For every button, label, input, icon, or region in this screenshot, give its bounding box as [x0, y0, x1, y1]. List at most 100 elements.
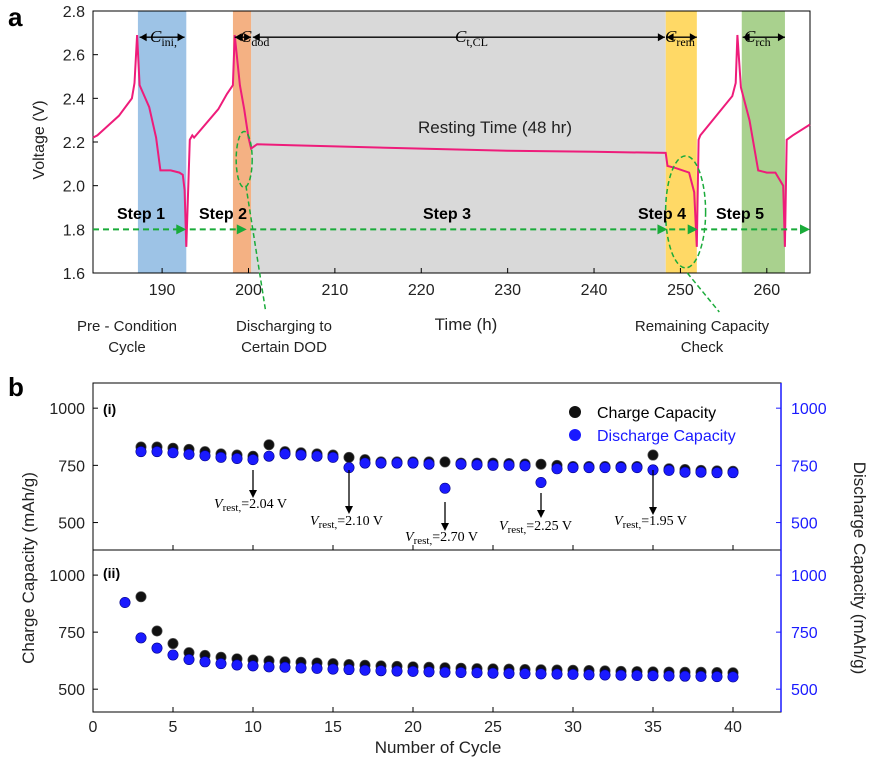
vrest-arrowhead-4 — [537, 510, 545, 518]
c-dod-span-arrow-head-right — [244, 33, 252, 42]
discharge-point-ii — [183, 654, 195, 666]
panel-b-ytick-label-left-upper: 1000 — [49, 401, 85, 418]
panel-a-xtick-label: 210 — [322, 282, 349, 299]
discharge-point-ii — [119, 596, 131, 608]
discharge-point-i — [391, 457, 403, 469]
panel-b-xtick-label: 40 — [724, 719, 742, 736]
c-rem-span-arrow-head-right — [689, 33, 697, 42]
vrest-label-1: Vrest,=2.04 V — [214, 497, 287, 514]
discharge-point-i — [423, 458, 435, 470]
precondition-note-line2: Cycle — [108, 339, 146, 356]
svg-text:Crch: Crch — [744, 27, 771, 49]
discharge-point-ii — [487, 667, 499, 679]
step-arrow-2-head — [236, 224, 247, 235]
step-arrow-4-head — [687, 224, 698, 235]
c-dod-region — [232, 11, 252, 273]
discharge-point-i — [311, 450, 323, 462]
svg-text:Cini,: Cini, — [150, 27, 177, 49]
discharge-point-ii — [151, 642, 163, 654]
discharge-point-i — [279, 448, 291, 460]
discharge-point-i — [327, 451, 339, 463]
discharge-point-ii — [391, 665, 403, 677]
rem-highlight-ellipse — [664, 155, 707, 269]
charge-point-i — [535, 458, 547, 470]
c-rch-span-arrow — [742, 33, 785, 42]
panel-b-points — [119, 439, 739, 683]
c-tcl-span-arrow — [252, 33, 665, 42]
subplot-ii-label: (ii) — [103, 565, 120, 581]
discharge-point-i — [471, 459, 483, 471]
discharge-point-ii — [359, 664, 371, 676]
panel-a-xtick-label: 230 — [494, 282, 521, 299]
step-1-label: Step 1 — [117, 206, 165, 223]
discharge-point-ii — [471, 667, 483, 679]
discharge-point-i — [359, 457, 371, 469]
panel-b-xtick-label: 15 — [324, 719, 342, 736]
charge-point-i — [439, 456, 451, 468]
discharge-point-ii — [295, 662, 307, 674]
rest-region — [251, 11, 666, 273]
vrest-label-2: Vrest,=2.10 V — [310, 514, 383, 531]
discharge-point-ii — [727, 671, 739, 683]
legend: Charge Capacity Discharge Capacity — [569, 405, 736, 445]
discharge-point-ii — [135, 632, 147, 644]
region-label-c-tcl: Ct,CL — [455, 27, 488, 49]
step-arrow-1 — [93, 224, 187, 235]
discharge-point-ii — [455, 667, 467, 679]
panel-b-letter: b — [8, 372, 24, 402]
dod-note-line2: Certain DOD — [241, 339, 327, 356]
svg-text:Ct,CL: Ct,CL — [455, 27, 488, 49]
region-label-c-dod: Cdod — [240, 27, 269, 49]
panel-b-ytick-label-left-upper: 750 — [58, 458, 85, 475]
step-arrow-1-head — [176, 224, 187, 235]
discharge-point-i — [695, 466, 707, 478]
panel-b-ytick-label-right-upper: 500 — [791, 516, 818, 533]
panel-b-xtick-label: 25 — [484, 719, 502, 736]
panel-b-ytick-label-left-upper: 500 — [58, 516, 85, 533]
discharge-point-ii — [311, 662, 323, 674]
panel-a-ytick-label: 1.8 — [63, 222, 85, 239]
svg-text:Crem: Crem — [665, 27, 696, 49]
charge-point-i — [343, 451, 355, 463]
step-arrow-5-head — [800, 224, 810, 235]
discharge-point-ii — [679, 670, 691, 682]
discharge-point-ii — [711, 671, 723, 683]
panel-a-xtick-label: 190 — [149, 282, 176, 299]
panel-a-ytick-label: 1.6 — [63, 266, 85, 283]
svg-text:Vrest,=2.25 V: Vrest,=2.25 V — [499, 519, 572, 536]
c-dod-span-arrow-head-left — [234, 33, 242, 42]
panel-b-ylabel-left: Charge Capacity (mAh/g) — [19, 472, 38, 664]
c-rch-region — [741, 11, 785, 273]
step-arrow-2 — [189, 224, 247, 235]
c-rem-region — [665, 11, 697, 273]
panel-b-xtick-label: 0 — [89, 719, 98, 736]
legend-discharge-marker — [569, 429, 581, 441]
panel-a-ytick-label: 2.2 — [63, 135, 85, 152]
panel-b-xtick-label: 10 — [244, 719, 262, 736]
discharge-point-ii — [231, 659, 243, 671]
step-2-label: Step 2 — [199, 206, 247, 223]
panel-a-step-arrows — [93, 33, 810, 313]
discharge-point-i — [599, 462, 611, 474]
discharge-point-ii — [631, 669, 643, 681]
discharge-point-i — [215, 451, 227, 463]
svg-text:Vrest,=2.04 V: Vrest,=2.04 V — [214, 497, 287, 514]
panel-b-xtick-label: 20 — [404, 719, 422, 736]
subplot-i-label: (i) — [103, 401, 116, 417]
svg-text:Vrest,=2.70 V: Vrest,=2.70 V — [405, 530, 478, 547]
discharge-point-i — [439, 482, 451, 494]
c-ini-region — [137, 11, 187, 273]
region-label-c-ini: Cini, — [150, 27, 177, 49]
panel-a-voltage-curve — [92, 34, 811, 247]
discharge-point-i — [231, 452, 243, 464]
panel-a-xtick-label: 220 — [408, 282, 435, 299]
panel-a-ylabel: Voltage (V) — [31, 100, 48, 179]
svg-text:Vrest,=1.95 V: Vrest,=1.95 V — [614, 514, 687, 531]
vrest-label-4: Vrest,=2.25 V — [499, 519, 572, 536]
panel-a-ytick-label: 2.0 — [63, 179, 85, 196]
dod-note-line1: Discharging to — [236, 318, 332, 335]
panel-a-axes: 190 200 210 220 230 240 250 260 1.6 1.8 2.0 2.2 2.4 2… — [63, 4, 811, 299]
region-label-c-rch: Crch — [744, 27, 771, 49]
discharge-point-ii — [215, 658, 227, 670]
panel-b-ytick-label-right-lower: 750 — [791, 625, 818, 642]
